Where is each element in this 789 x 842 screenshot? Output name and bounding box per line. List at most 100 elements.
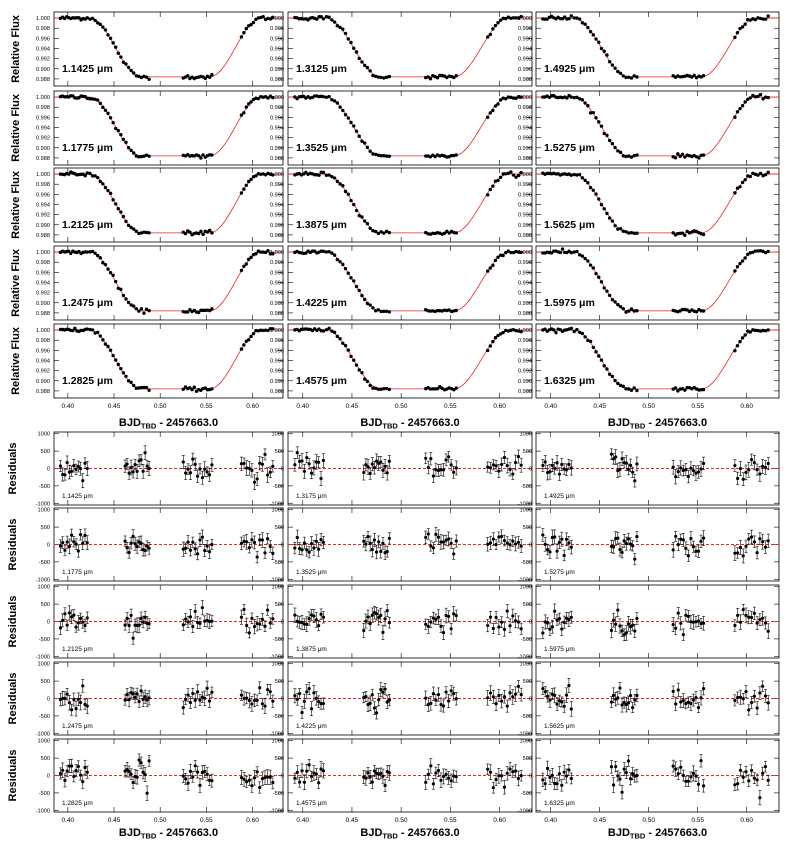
residual-point — [424, 456, 428, 460]
y-tick-label: 1.000 — [36, 172, 50, 178]
residual-point — [557, 472, 562, 476]
flux-point — [588, 111, 593, 115]
residual-point — [247, 631, 251, 635]
y-tick-label: 0.998 — [36, 260, 50, 266]
wavelength-label: 1.5625 μm — [544, 219, 595, 231]
y-tick-label: 0 — [529, 697, 532, 703]
wavelength-label: 1.1425 μm — [62, 493, 93, 500]
flux-points — [293, 14, 523, 81]
residual-point — [633, 698, 637, 702]
flux-point — [119, 132, 123, 137]
flux-point — [98, 256, 102, 260]
flux-point — [352, 358, 356, 362]
residual-point — [81, 479, 85, 483]
flux-point — [740, 180, 745, 185]
residual-point — [626, 701, 631, 705]
residual-point — [545, 548, 550, 552]
flux-point — [338, 25, 342, 30]
flux-point — [129, 380, 133, 385]
residual-point — [372, 466, 377, 470]
flux-point — [519, 329, 523, 334]
flux-points — [58, 249, 275, 315]
residual-point — [61, 541, 65, 545]
flux-point — [504, 172, 508, 176]
residual-point — [195, 770, 200, 774]
flux-point — [108, 271, 113, 275]
residual-point — [186, 693, 190, 697]
y-tick-label: -500 — [39, 791, 50, 797]
residual-point — [497, 693, 501, 698]
residual-point — [377, 540, 381, 544]
flux-point — [93, 18, 97, 23]
residual-point — [139, 458, 143, 462]
y-tick-label: -500 — [521, 637, 532, 643]
residual-point — [514, 769, 518, 773]
residual-point — [305, 622, 309, 626]
residual-point — [752, 540, 756, 544]
residual-point — [618, 686, 622, 690]
flux-point — [67, 249, 71, 253]
residual-point — [210, 690, 214, 694]
flux-point — [599, 358, 604, 362]
y-tick-label: 0.990 — [270, 67, 284, 73]
residual-point — [370, 547, 374, 552]
residual-point — [188, 548, 193, 552]
flux-point — [365, 222, 370, 226]
flux-point — [119, 55, 123, 59]
residual-point — [319, 476, 323, 481]
residual-point — [127, 623, 131, 628]
panel-frame — [287, 11, 533, 87]
residual-point — [674, 626, 678, 630]
flux-point — [368, 226, 372, 230]
flux-point — [363, 297, 367, 302]
flux-point — [740, 104, 745, 108]
residual-point — [738, 695, 743, 699]
panel-frame — [53, 323, 284, 399]
y-tick-label: 1000 — [272, 662, 284, 668]
flux-point — [599, 280, 604, 284]
y-tick-label: 500 — [41, 525, 50, 531]
flux-point — [493, 23, 498, 28]
flux-point — [575, 95, 579, 100]
y-tick-label: 0.994 — [270, 125, 284, 131]
flux-point — [327, 15, 331, 19]
residual-point — [429, 544, 433, 548]
y-tick-label: -1000 — [270, 501, 284, 507]
residual-point — [372, 538, 377, 542]
residual-point — [624, 631, 628, 635]
flux-point — [766, 170, 770, 175]
residual-point — [426, 465, 430, 470]
residual-point — [611, 693, 616, 697]
residual-point — [548, 550, 552, 554]
flux-point — [509, 95, 513, 100]
flux-point — [96, 98, 100, 102]
flux-point — [516, 329, 521, 333]
panel-frame — [53, 11, 284, 87]
residual-point — [263, 776, 267, 780]
residual-points — [293, 680, 523, 720]
flux-point — [103, 108, 108, 112]
flux-point — [208, 228, 212, 233]
residual-point — [738, 620, 743, 624]
residual-point — [562, 553, 566, 558]
residual-point — [543, 460, 547, 464]
residual-point — [763, 621, 768, 625]
flux-point — [96, 330, 100, 334]
wavelength-label: 1.2125 μm — [62, 646, 93, 653]
residual-point — [452, 774, 456, 778]
residual-point — [85, 704, 89, 708]
residual-point — [250, 702, 254, 706]
flux-point — [346, 271, 350, 275]
residual-point — [560, 462, 564, 467]
residual-point — [364, 776, 368, 780]
residual-point — [242, 777, 246, 781]
residual-point — [681, 468, 685, 473]
residual-point — [514, 692, 518, 696]
residual-point — [758, 618, 762, 622]
flux-point — [501, 172, 505, 176]
residual-point — [491, 537, 495, 541]
residual-point — [307, 687, 311, 691]
flux-point — [246, 257, 251, 262]
